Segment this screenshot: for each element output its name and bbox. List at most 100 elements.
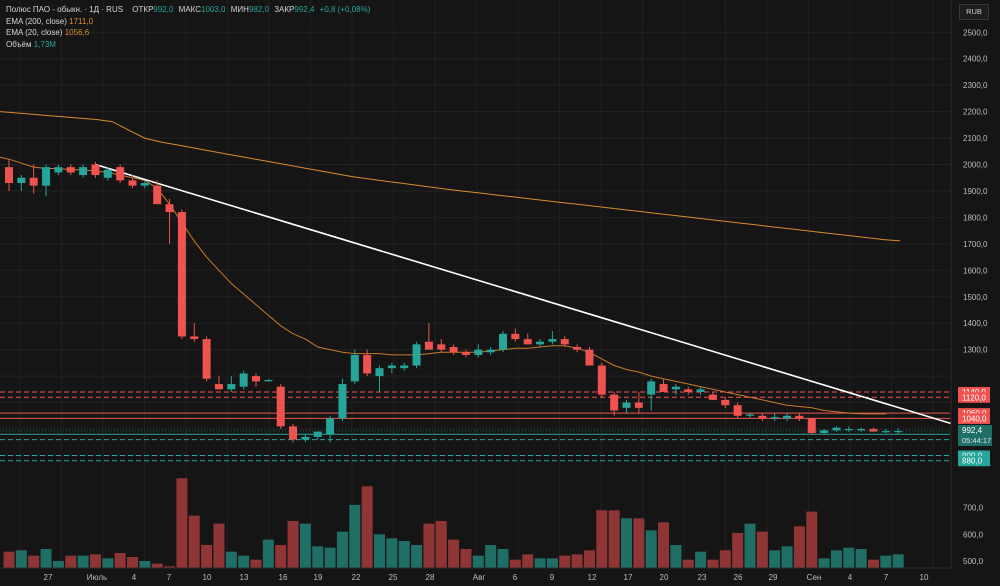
volume-bar — [485, 544, 497, 568]
candle-body — [474, 349, 483, 355]
candle-body — [746, 414, 754, 416]
time-tick-label: 4 — [848, 573, 853, 582]
open-label: ОТКР — [132, 5, 154, 14]
candle-body — [289, 426, 298, 440]
time-tick-label: 12 — [588, 573, 597, 582]
volume-bar — [732, 532, 744, 568]
volume-bar — [497, 548, 509, 568]
time-tick-label: Авг — [473, 573, 486, 582]
time-tick-label: 27 — [44, 573, 53, 582]
volume-bar — [756, 531, 768, 568]
volume-value: 1,73M — [33, 39, 56, 49]
candle-body — [190, 336, 199, 340]
candle-body — [177, 212, 186, 337]
open-value: 992,0 — [153, 5, 174, 14]
volume-tick-label: 500,0 — [963, 557, 984, 566]
volume-bar — [176, 478, 188, 568]
candle-body — [684, 389, 693, 392]
candle-body — [511, 333, 520, 340]
time-tick-label: 10 — [920, 573, 929, 582]
candle-body — [696, 389, 705, 392]
low-label: МИН — [230, 5, 249, 14]
ema20-value: 1056,6 — [64, 28, 90, 37]
ema20-line — [0, 156, 886, 415]
volume-bar — [880, 555, 892, 568]
volume-bar — [28, 555, 40, 568]
trend-line — [95, 163, 1000, 440]
candle-body — [66, 167, 75, 173]
last-price-label: 992,4 — [962, 426, 983, 435]
candle-body — [140, 183, 149, 186]
volume-bar — [262, 539, 274, 568]
price-tick-label: 1600,0 — [963, 266, 988, 275]
time-tick-label: 6 — [513, 573, 518, 582]
candle-body — [610, 394, 619, 411]
volume-row[interactable]: Объём 1,73M — [6, 39, 370, 51]
ema200-row[interactable]: EMA (200, close) 1711,0 — [6, 16, 370, 28]
candle-body — [227, 384, 236, 390]
candle-body — [165, 204, 174, 213]
time-tick-label: 10 — [203, 573, 212, 582]
time-tick-label: 7 — [167, 573, 172, 582]
price-tick-label: 2400,0 — [963, 55, 988, 64]
volume-bar — [460, 548, 472, 568]
volume-bar — [522, 554, 534, 568]
volume-bar — [336, 531, 348, 568]
candle-body — [499, 333, 507, 350]
candle-body — [758, 415, 767, 419]
volume-bar — [238, 555, 250, 568]
time-tick-label: Сен — [807, 573, 822, 582]
price-tick-label: 1300,0 — [963, 346, 988, 355]
volume-bar — [423, 523, 435, 568]
close-value: 992,4 — [294, 5, 315, 14]
candle-body — [894, 431, 903, 433]
candle-body — [597, 365, 606, 395]
time-tick-label: 23 — [698, 573, 707, 582]
volume-bar — [349, 504, 361, 568]
ema200-line — [0, 111, 901, 242]
volume-bar — [250, 559, 262, 568]
price-tick-label: 2500,0 — [963, 28, 988, 37]
volume-bar — [411, 544, 423, 568]
level-tag-resistance — [958, 413, 990, 424]
volume-bar — [324, 547, 336, 568]
symbol-name[interactable]: Полюс ПАО - обыкн. · 1Д · RUS — [6, 5, 124, 14]
candle-body — [647, 381, 656, 395]
volume-bar — [633, 518, 645, 568]
time-tick-label: Июль — [87, 573, 107, 582]
volume-bar — [287, 520, 299, 568]
candle-body — [671, 386, 680, 390]
candle-body — [375, 368, 384, 377]
candle-body — [573, 347, 582, 350]
level-tag-resistance — [958, 392, 990, 403]
currency-button[interactable]: RUB — [959, 4, 989, 20]
volume-bar — [670, 544, 682, 568]
candle-body — [844, 429, 853, 431]
candle-body — [449, 347, 458, 353]
volume-bar — [15, 550, 27, 568]
countdown-label: 05:44:17 — [962, 436, 991, 445]
candle-body — [770, 417, 779, 419]
volume-bar — [793, 526, 805, 568]
volume-bar — [386, 538, 398, 568]
time-tick-label: 29 — [769, 573, 778, 582]
level-tag-resistance — [958, 408, 990, 419]
ema20-row[interactable]: EMA (20, close) 1056,6 — [6, 27, 370, 39]
candle-body — [721, 399, 730, 406]
candle-body — [252, 376, 260, 382]
time-tick-label: 26 — [734, 573, 743, 582]
volume-bar — [374, 534, 385, 568]
time-tick-label: 20 — [660, 573, 669, 582]
candle-body — [560, 339, 569, 345]
volume-bar — [769, 550, 781, 568]
candle-body — [634, 402, 643, 408]
candle-body — [424, 341, 433, 350]
price-tick-label: 1400,0 — [963, 319, 988, 328]
volume-bar — [127, 556, 138, 568]
volume-bar — [707, 559, 719, 568]
volume-bar — [77, 555, 89, 568]
candle-body — [412, 344, 421, 366]
ema200-value: 1711,0 — [69, 16, 94, 26]
volume-bar — [868, 559, 879, 568]
